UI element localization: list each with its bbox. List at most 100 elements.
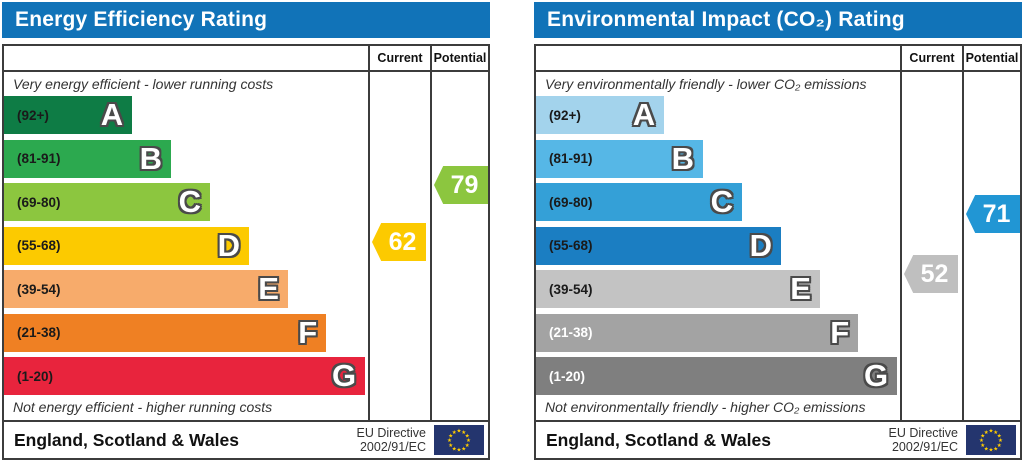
band-letter: B bbox=[139, 140, 163, 176]
band-letter: A bbox=[100, 97, 124, 132]
band-letter: C bbox=[710, 184, 734, 219]
band-letter: G bbox=[331, 358, 357, 393]
svg-text:★: ★ bbox=[979, 437, 984, 444]
band-row-g: (1-20) G bbox=[536, 357, 898, 395]
band-row-f: (21-38) F bbox=[536, 313, 859, 352]
svg-text:★: ★ bbox=[465, 432, 470, 439]
band-row-b: (81-91) B bbox=[4, 139, 172, 178]
potential-rating-marker: 71 bbox=[966, 195, 1020, 233]
band-range: (1-20) bbox=[549, 368, 586, 384]
svg-text:★: ★ bbox=[461, 429, 466, 436]
band-row-e: (39-54) E bbox=[536, 270, 820, 308]
svg-text:★: ★ bbox=[465, 442, 470, 449]
svg-text:★: ★ bbox=[452, 445, 457, 452]
band-letter: E bbox=[790, 271, 811, 306]
band-letter: B bbox=[671, 140, 695, 176]
band-range: (69-80) bbox=[17, 194, 61, 210]
band-range: (81-91) bbox=[17, 151, 61, 166]
eu-flag-icon: ★ ★★★★★★★★★★★ bbox=[434, 425, 484, 455]
band-letter: F bbox=[830, 314, 850, 350]
band-row-e: (39-54) E bbox=[4, 270, 288, 308]
band-letter: A bbox=[632, 97, 656, 132]
top-note: Very environmentally friendly - lower CO… bbox=[545, 76, 867, 92]
bottom-note: Not environmentally friendly - higher CO… bbox=[545, 399, 866, 415]
band-range: (92+) bbox=[549, 107, 581, 123]
footer: England, Scotland & Wales EU Directive 2… bbox=[4, 422, 488, 458]
eu-directive-line1: EU Directive bbox=[356, 426, 426, 440]
svg-text:★: ★ bbox=[997, 442, 1002, 449]
svg-text:★: ★ bbox=[980, 432, 985, 439]
svg-text:★: ★ bbox=[984, 429, 989, 436]
band-letter: C bbox=[178, 184, 202, 219]
band-letter: D bbox=[749, 227, 772, 263]
column-divider bbox=[962, 46, 964, 420]
band-letter: E bbox=[258, 271, 279, 306]
band-range: (55-68) bbox=[549, 238, 593, 253]
band-range: (92+) bbox=[17, 107, 49, 123]
svg-text:★: ★ bbox=[457, 447, 462, 454]
band-letter: F bbox=[298, 314, 318, 350]
current-rating-marker: 62 bbox=[372, 223, 426, 261]
region-label: England, Scotland & Wales bbox=[546, 430, 771, 450]
eu-directive-line1: EU Directive bbox=[888, 426, 958, 440]
svg-text:★: ★ bbox=[989, 428, 994, 435]
energy-rating-table: Current Potential Very energy efficient … bbox=[2, 44, 490, 460]
column-divider bbox=[368, 46, 370, 420]
potential-column-header: Potential bbox=[433, 51, 487, 65]
environmental-rating-table: Current Potential Very environmentally f… bbox=[534, 44, 1022, 460]
svg-text:★: ★ bbox=[997, 432, 1002, 439]
svg-text:★: ★ bbox=[447, 437, 452, 444]
band-row-a: (92+) A bbox=[4, 96, 133, 134]
band-range: (39-54) bbox=[549, 281, 593, 297]
footer-divider bbox=[4, 420, 488, 422]
svg-text:★: ★ bbox=[984, 445, 989, 452]
band-range: (39-54) bbox=[17, 281, 61, 297]
svg-text:★: ★ bbox=[461, 445, 466, 452]
current-column-header: Current bbox=[909, 51, 955, 65]
column-divider bbox=[430, 46, 432, 420]
header-divider bbox=[4, 70, 488, 72]
band-range: (69-80) bbox=[549, 194, 593, 210]
panel-title-environmental: Environmental Impact (CO₂) Rating bbox=[534, 2, 1022, 38]
svg-text:★: ★ bbox=[448, 432, 453, 439]
band-range: (21-38) bbox=[549, 325, 593, 340]
eu-directive-label: EU Directive 2002/91/EC bbox=[296, 426, 426, 454]
header-divider bbox=[536, 70, 1020, 72]
potential-rating-value: 79 bbox=[450, 170, 479, 199]
svg-text:★: ★ bbox=[993, 429, 998, 436]
potential-column-header: Potential bbox=[965, 51, 1019, 65]
band-range: (81-91) bbox=[549, 151, 593, 166]
band-letter: G bbox=[863, 358, 889, 393]
rating-bands: (92+) A (81-91) B (69-80) C (55-68) D (3… bbox=[536, 96, 900, 401]
footer-divider bbox=[536, 420, 1020, 422]
svg-text:★: ★ bbox=[993, 445, 998, 452]
band-row-b: (81-91) B bbox=[536, 139, 704, 178]
top-note: Very energy efficient - lower running co… bbox=[13, 76, 274, 92]
current-rating-value: 62 bbox=[388, 227, 417, 256]
bottom-note: Not energy efficient - higher running co… bbox=[13, 399, 273, 415]
eu-directive-line2: 2002/91/EC bbox=[891, 440, 958, 454]
eu-directive-label: EU Directive 2002/91/EC bbox=[828, 426, 958, 454]
current-rating-value: 52 bbox=[920, 259, 949, 288]
svg-text:★: ★ bbox=[452, 429, 457, 436]
column-divider bbox=[900, 46, 902, 420]
band-row-f: (21-38) F bbox=[4, 313, 327, 352]
panel-title-energy: Energy Efficiency Rating bbox=[2, 2, 490, 38]
svg-text:★: ★ bbox=[448, 442, 453, 449]
svg-text:★: ★ bbox=[989, 447, 994, 454]
environmental-impact-panel: Environmental Impact (CO₂) Rating Curren… bbox=[534, 2, 1022, 460]
band-row-g: (1-20) G bbox=[4, 357, 366, 395]
region-label: England, Scotland & Wales bbox=[14, 430, 239, 450]
band-range: (21-38) bbox=[17, 325, 61, 340]
svg-text:★: ★ bbox=[466, 437, 471, 444]
band-row-c: (69-80) C bbox=[4, 183, 211, 221]
rating-bands: (92+) A (81-91) B (69-80) C (55-68) D (3… bbox=[4, 96, 368, 401]
current-column-header: Current bbox=[377, 51, 423, 65]
footer: England, Scotland & Wales EU Directive 2… bbox=[536, 422, 1020, 458]
band-row-d: (55-68) D bbox=[4, 226, 249, 265]
eu-flag-icon: ★ ★★★★★★★★★★★ bbox=[966, 425, 1016, 455]
band-letter: D bbox=[217, 227, 240, 263]
energy-efficiency-panel: Energy Efficiency Rating Current Potenti… bbox=[2, 2, 490, 460]
current-rating-marker: 52 bbox=[904, 255, 958, 293]
svg-text:★: ★ bbox=[980, 442, 985, 449]
